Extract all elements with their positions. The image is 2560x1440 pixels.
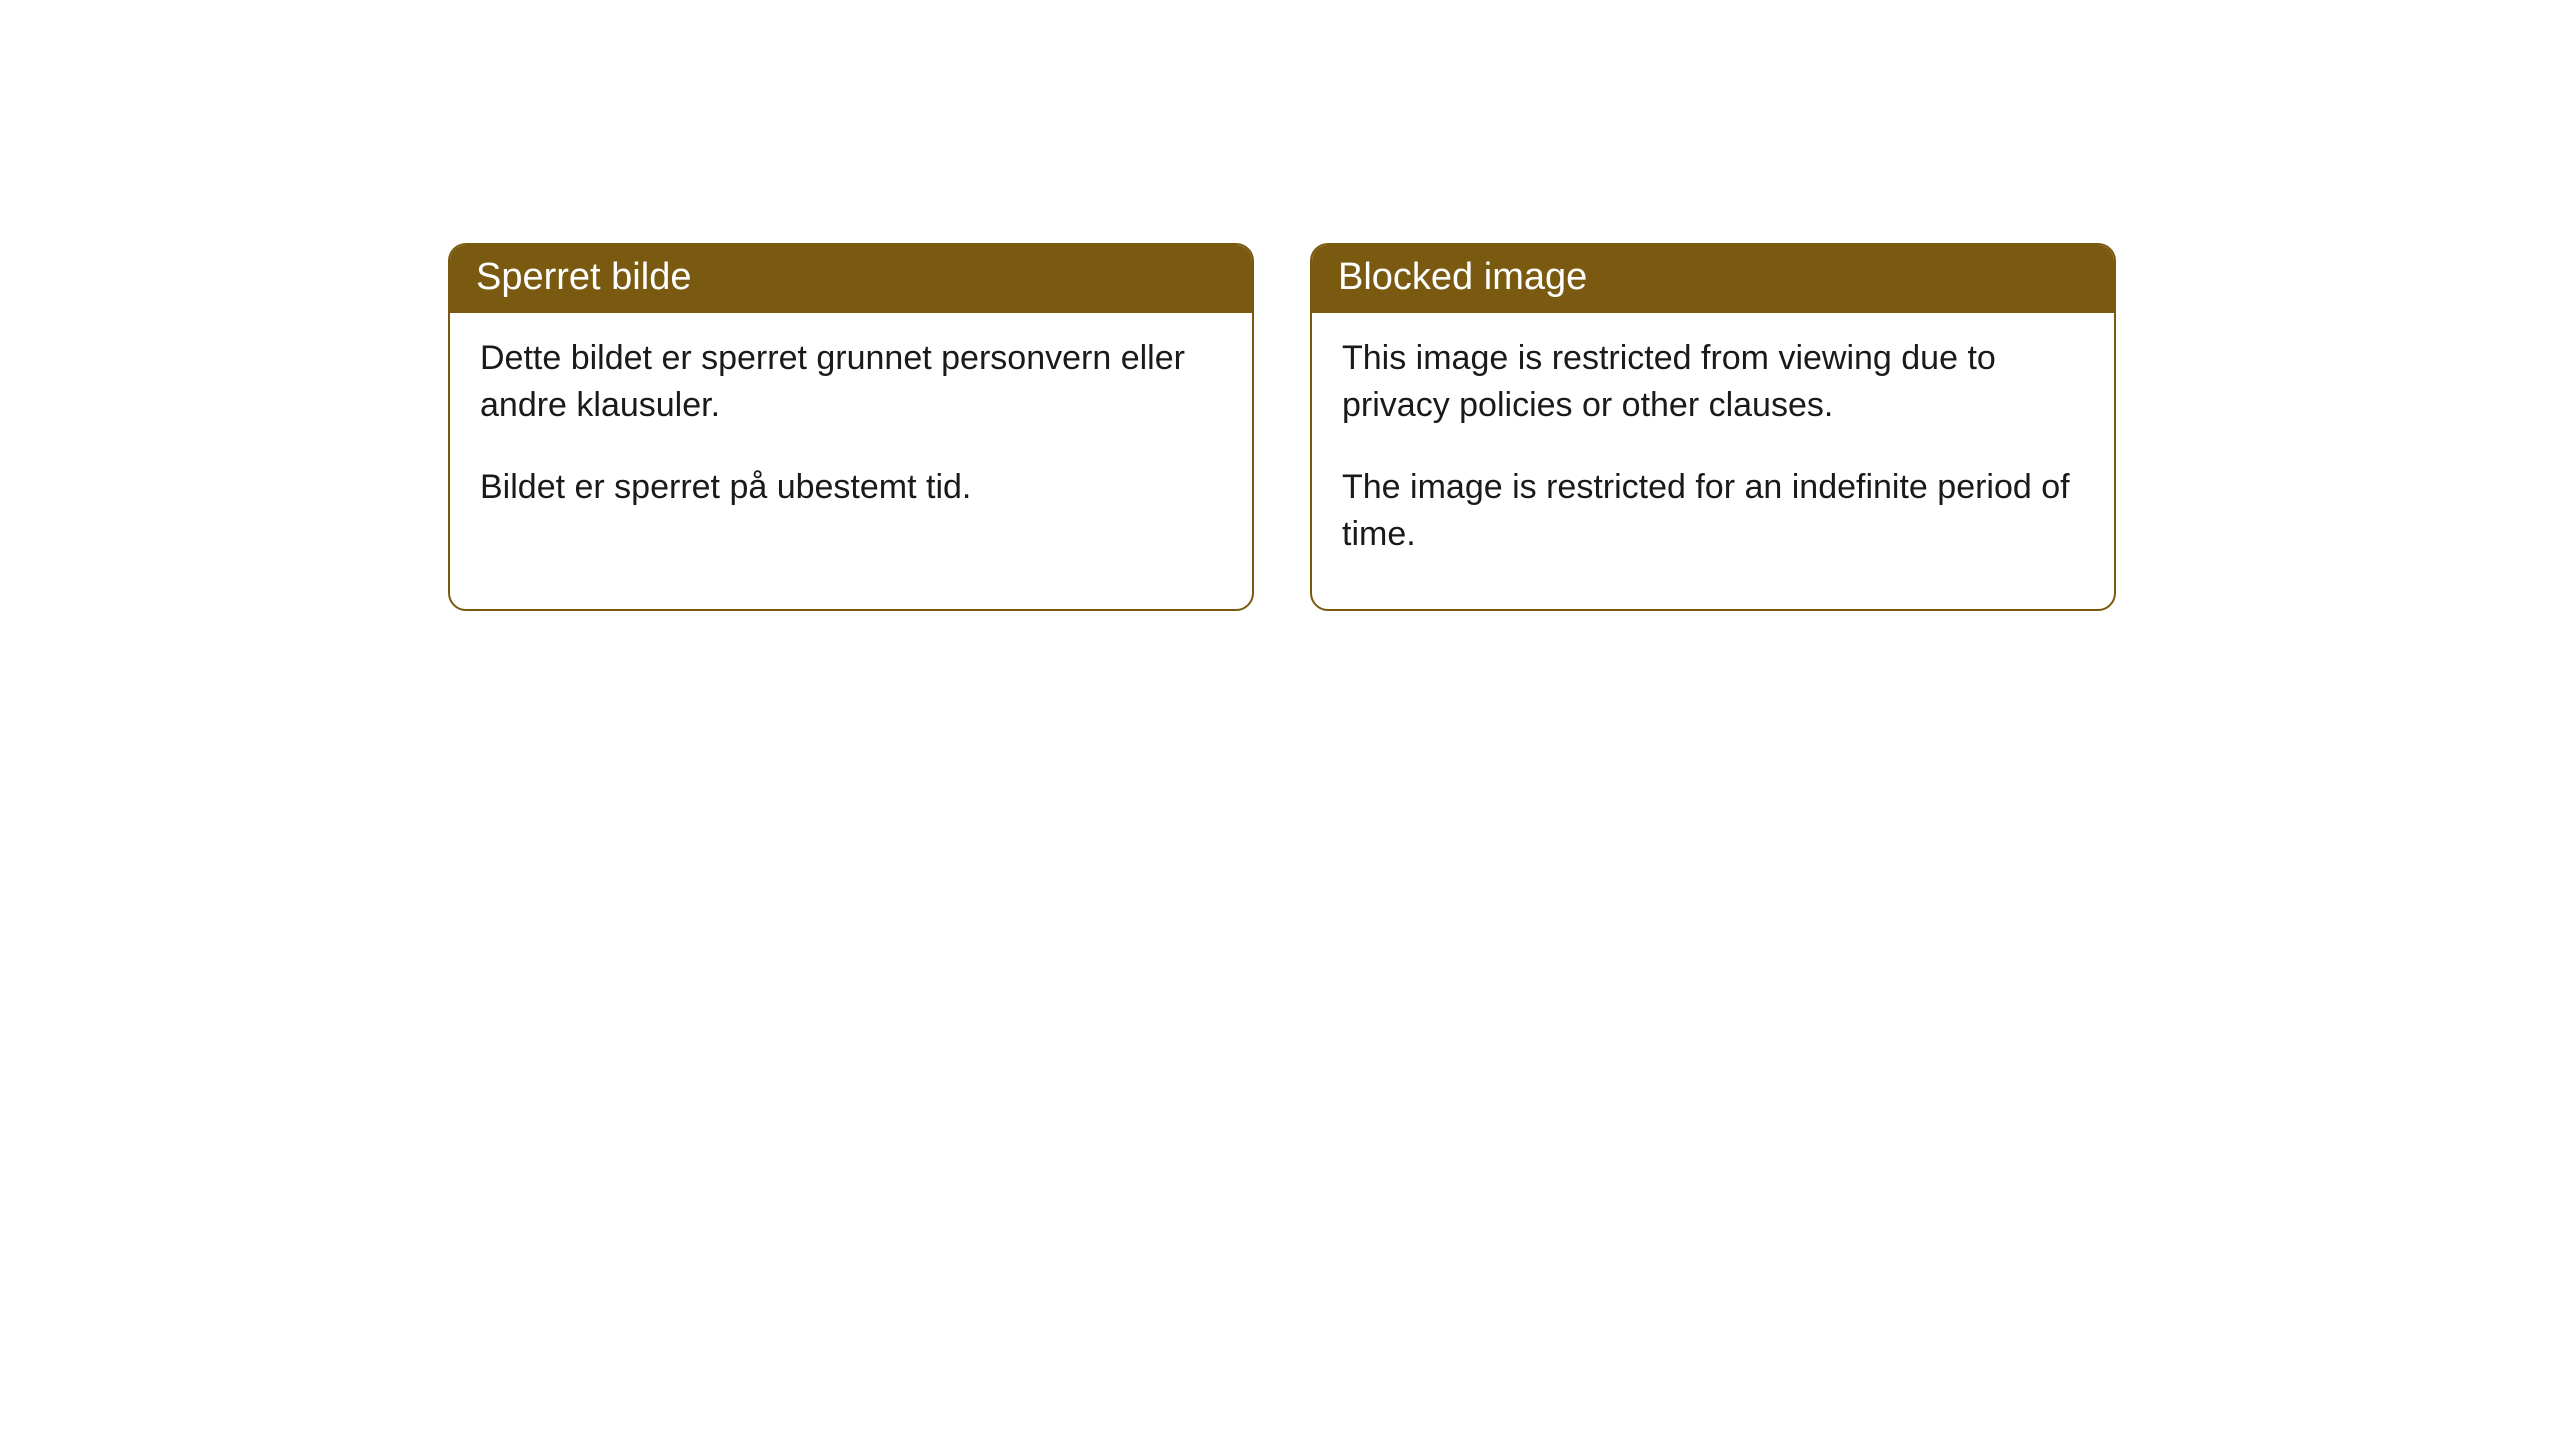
card-norwegian: Sperret bilde Dette bildet er sperret gr… <box>448 243 1254 611</box>
card-english-header: Blocked image <box>1312 245 2114 313</box>
card-english-paragraph-2: The image is restricted for an indefinit… <box>1342 464 2084 559</box>
card-norwegian-paragraph-2: Bildet er sperret på ubestemt tid. <box>480 464 1222 512</box>
card-english-body: This image is restricted from viewing du… <box>1312 313 2114 609</box>
cards-container: Sperret bilde Dette bildet er sperret gr… <box>448 243 2116 611</box>
card-english-title: Blocked image <box>1338 256 1587 298</box>
card-norwegian-header: Sperret bilde <box>450 245 1252 313</box>
card-norwegian-title: Sperret bilde <box>476 256 691 298</box>
card-english-paragraph-1: This image is restricted from viewing du… <box>1342 335 2084 430</box>
card-norwegian-paragraph-1: Dette bildet er sperret grunnet personve… <box>480 335 1222 430</box>
card-english: Blocked image This image is restricted f… <box>1310 243 2116 611</box>
card-norwegian-body: Dette bildet er sperret grunnet personve… <box>450 313 1252 562</box>
